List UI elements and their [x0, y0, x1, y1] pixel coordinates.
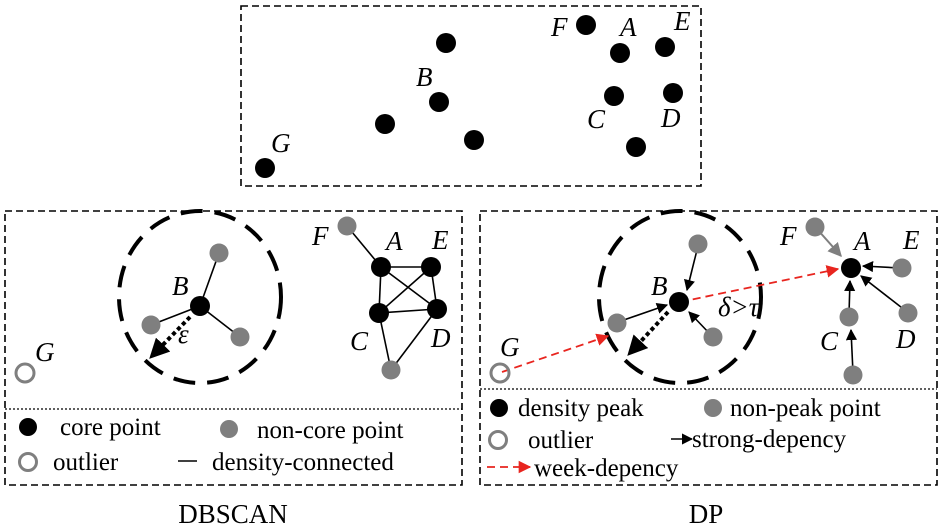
dbscan-label-b: B — [172, 271, 189, 301]
dp-label-b: B — [651, 271, 668, 301]
top-point-g — [255, 158, 275, 178]
top-point-d — [663, 83, 683, 103]
legend-strong-dependency-label: strong-depency — [692, 426, 847, 453]
dbscan-noncore-3 — [230, 327, 250, 347]
top-label-g: G — [271, 128, 291, 158]
dbscan-label-c: C — [350, 326, 369, 356]
dp-strong-arrow-2-b — [617, 303, 669, 323]
dp-nonpeak-f — [805, 217, 825, 237]
legend-density-peak-label: density peak — [518, 395, 644, 422]
top-point-3 — [464, 130, 484, 150]
dp-label-e: E — [902, 225, 920, 255]
dbscan-caption: DBSCAN — [178, 499, 288, 529]
dp-label-f: F — [779, 221, 797, 251]
dbscan-core-d — [427, 299, 447, 319]
dbscan-edge-d-x — [390, 308, 438, 371]
dp-label-a: A — [852, 226, 871, 256]
dp-delta-label: δ>τ — [718, 292, 760, 322]
dp-nonpeak-2 — [607, 313, 627, 333]
top-point-e — [655, 37, 675, 57]
top-panel-frame — [240, 5, 702, 187]
dbscan-edge-e-c — [378, 266, 432, 314]
legend-non-core-point-label: non-core point — [257, 417, 404, 444]
dbscan-core-a — [371, 257, 391, 277]
legend-non-peak-point-icon — [704, 399, 722, 417]
dp-point-b — [669, 292, 689, 312]
dbscan-noncore-f — [337, 216, 357, 236]
dbscan-label-e: E — [431, 225, 449, 255]
top-point-f — [576, 15, 596, 35]
legend-core-point-label: core point — [60, 414, 161, 441]
dp-nonpeak-3 — [703, 327, 723, 347]
dp-label-d: D — [895, 324, 916, 354]
dbscan-label-g: G — [35, 337, 55, 367]
top-point-4 — [626, 137, 646, 157]
top-label-d: D — [660, 103, 681, 133]
legend-dp-outlier-icon — [488, 430, 508, 450]
legend-density-connected-label: density-connected — [212, 449, 394, 476]
legend-density-peak-icon — [490, 399, 508, 417]
dbscan-outlier-g — [14, 362, 36, 384]
dbscan-label-d: D — [430, 323, 451, 353]
legend-outlier-icon — [18, 452, 38, 472]
dbscan-core-e — [421, 257, 441, 277]
top-label-f: F — [550, 12, 568, 42]
dp-label-c: C — [820, 326, 839, 356]
legend-core-point-icon — [19, 418, 37, 436]
dp-nonpeak-e — [892, 258, 912, 278]
top-panel: F A E B C D G — [240, 5, 702, 187]
legend-non-core-point-icon — [220, 420, 238, 438]
dp-density-peak-a — [841, 258, 861, 278]
top-label-c: C — [587, 104, 606, 134]
dbscan-epsilon-circle — [117, 209, 283, 385]
dbscan-noncore-x — [381, 360, 401, 380]
top-point-b — [429, 92, 449, 112]
legend-dp-outlier-label: outlier — [528, 427, 594, 454]
dbscan-edge-a-d — [380, 266, 438, 310]
top-label-e: E — [673, 6, 691, 36]
dbscan-core-b — [190, 296, 210, 316]
dp-weak-arrow-g-b — [501, 333, 610, 373]
dbscan-label-f: F — [311, 221, 329, 251]
dp-weak-arrow-b-a — [679, 265, 840, 303]
dp-nonpeak-x — [843, 365, 863, 385]
dbscan-panel: B ε F A E C D G core point non-core poin… — [4, 209, 463, 529]
dp-nonpeak-c — [839, 307, 859, 327]
top-label-a: A — [618, 12, 637, 42]
dp-nonpeak-1 — [688, 234, 708, 254]
dbscan-panel-frame — [4, 210, 463, 486]
dp-caption: DP — [689, 499, 724, 529]
dp-nonpeak-d — [898, 303, 918, 323]
top-point-a — [610, 43, 630, 63]
dbscan-epsilon-label: ε — [178, 319, 189, 349]
top-label-b: B — [416, 62, 433, 92]
top-point-2 — [375, 114, 395, 134]
top-point-c — [604, 86, 624, 106]
legend-non-peak-point-label: non-peak point — [730, 395, 881, 422]
dbscan-noncore-2 — [141, 315, 161, 335]
dp-strong-arrow-d-a — [860, 275, 907, 312]
dbscan-core-c — [369, 303, 389, 323]
dp-radius-arrow — [627, 310, 670, 356]
dp-panel: B δ>τ F A E C D G density peak non-peak … — [479, 209, 938, 529]
dbscan-epsilon-arrow — [149, 315, 192, 359]
legend-weak-dependency-label: week-depency — [534, 455, 679, 482]
dbscan-label-a: A — [384, 226, 403, 256]
dbscan-noncore-1 — [209, 243, 229, 263]
legend-outlier-label: outlier — [53, 449, 119, 476]
dp-outlier-g — [489, 362, 511, 384]
top-point-1 — [436, 33, 456, 53]
dp-radius-circle — [597, 209, 763, 385]
dp-panel-frame — [479, 210, 938, 486]
dp-label-g: G — [500, 332, 520, 362]
dp-strong-arrow-1-b — [684, 245, 699, 292]
